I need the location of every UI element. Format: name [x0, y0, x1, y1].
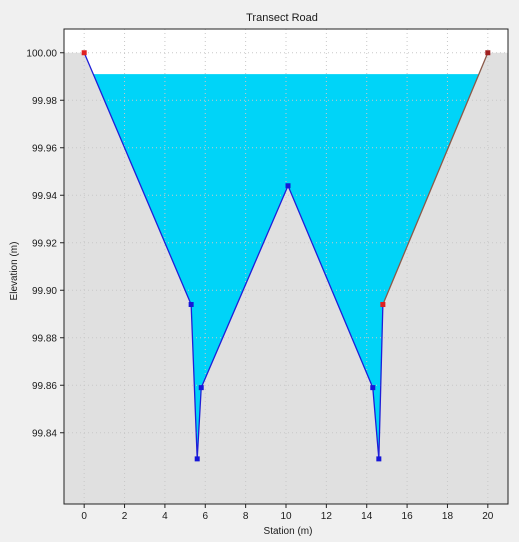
profile-line — [83, 52, 384, 459]
y-tick-label: 100.00 — [26, 48, 57, 59]
x-tick-label: 8 — [243, 511, 249, 522]
y-tick-label: 99.88 — [32, 333, 57, 344]
profile-point-marker — [198, 385, 204, 391]
y-axis-label: Elevation (m) — [9, 242, 20, 301]
profile-endpoint-marker — [380, 302, 386, 307]
y-tick-label: 99.98 — [32, 96, 57, 107]
y-tick-label: 99.94 — [32, 191, 57, 202]
x-axis-label: Station (m) — [264, 526, 313, 537]
x-tick-label: 18 — [442, 511, 454, 522]
x-tick-label: 20 — [482, 511, 494, 522]
profile-point-marker — [194, 456, 200, 462]
x-tick-label: 6 — [202, 511, 208, 522]
x-tick-label: 2 — [122, 511, 128, 522]
profile-point-marker — [376, 456, 382, 462]
profile-endpoint-marker — [81, 50, 87, 56]
profile-endpoint-marker — [485, 50, 491, 56]
x-tick-label: 10 — [280, 511, 292, 522]
water-area — [93, 74, 479, 459]
x-tick-label: 4 — [162, 511, 168, 522]
x-tick-label: 0 — [81, 511, 87, 522]
x-tick-label: 12 — [321, 511, 333, 522]
profile-point-marker — [188, 302, 194, 307]
right-bank-line — [382, 52, 489, 305]
chart-title: Transect Road — [246, 12, 318, 24]
y-tick-label: 99.92 — [32, 238, 57, 249]
profile-point-marker — [285, 183, 291, 189]
y-tick-label: 99.84 — [32, 428, 57, 439]
x-tick-label: 14 — [361, 511, 373, 522]
y-tick-label: 99.90 — [32, 286, 57, 297]
x-tick-label: 16 — [402, 511, 414, 522]
profile-point-marker — [370, 385, 376, 391]
plot-area: 0 2 4 6 8 10 12 14 16 18 20 99.84 99.86 99.88 99.90 99.… — [26, 28, 509, 522]
y-tick-label: 99.86 — [32, 381, 57, 392]
y-tick-label: 99.96 — [32, 143, 57, 154]
